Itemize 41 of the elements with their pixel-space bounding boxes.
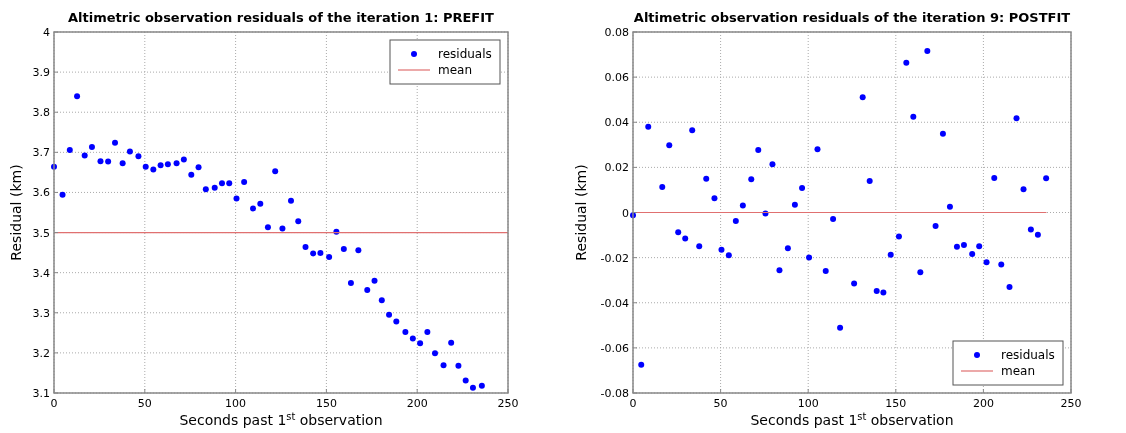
- legend-label: mean: [1001, 364, 1036, 378]
- y-tick-label: -0.02: [600, 251, 629, 265]
- y-tick-label: -0.08: [600, 387, 629, 400]
- x-tick-label: 200: [972, 397, 994, 410]
- x-tick-label: 0: [629, 397, 637, 410]
- y-tick-label: 3.2: [32, 346, 50, 360]
- x-tick-label: 50: [137, 397, 152, 410]
- y-tick-label: 3.6: [32, 186, 50, 200]
- x-tick-label: 50: [713, 397, 728, 410]
- y-axis-title: Residual (km): [8, 164, 24, 261]
- legend-label: residuals: [1001, 348, 1055, 362]
- y-tick-label: 3.9: [32, 66, 50, 80]
- chart-title: Altimetric observation residuals of the iteration 9: POSTFIT: [633, 10, 1071, 25]
- legend-label: residuals: [438, 47, 492, 61]
- x-tick-label: 250: [497, 397, 519, 410]
- y-tick-label: 0.02: [604, 161, 629, 175]
- legend-label: mean: [438, 63, 473, 77]
- x-tick-label: 0: [50, 397, 58, 410]
- x-tick-label: 150: [885, 397, 907, 410]
- x-axis-title: Seconds past 1$^{st}$ observation: [750, 410, 954, 428]
- y-tick-label: 3.7: [32, 146, 50, 160]
- y-axis-title: Residual (km): [573, 164, 589, 261]
- x-tick-label: 100: [797, 397, 819, 410]
- x-tick-label: 100: [225, 397, 247, 410]
- y-tick-label: 0: [622, 206, 629, 220]
- y-tick-label: 3.8: [32, 106, 50, 120]
- x-tick-label: 200: [406, 397, 428, 410]
- y-tick-label: 3.3: [32, 306, 50, 320]
- x-axis-title: Seconds past 1$^{st}$ observation: [179, 410, 383, 428]
- y-tick-label: 0.06: [604, 71, 629, 85]
- x-tick-label: 150: [315, 397, 337, 410]
- y-tick-label: -0.04: [600, 296, 629, 310]
- y-tick-label: 0.08: [604, 26, 629, 39]
- chart-title: Altimetric observation residuals of the iteration 1: PREFIT: [68, 10, 495, 25]
- y-tick-label: 3.5: [32, 226, 50, 240]
- y-tick-label: 0.04: [604, 116, 629, 130]
- y-tick-label: -0.06: [600, 341, 629, 355]
- y-tick-label: 3.4: [32, 266, 50, 280]
- y-tick-label: 3.1: [32, 387, 50, 400]
- y-tick-label: 4: [43, 26, 50, 39]
- x-tick-label: 250: [1060, 397, 1082, 410]
